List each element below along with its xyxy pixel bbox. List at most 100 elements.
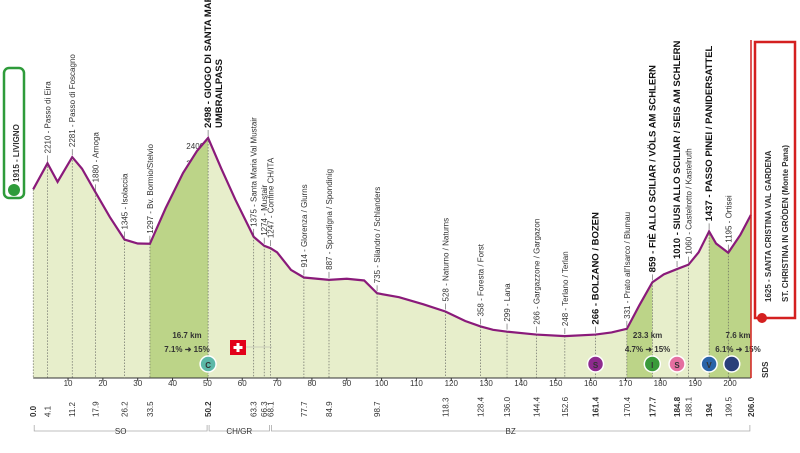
profile-area bbox=[33, 137, 751, 378]
climb-length: 23.3 km bbox=[633, 331, 662, 340]
x-tick-label: 170 bbox=[619, 379, 633, 388]
x-tick-label: 160 bbox=[584, 379, 598, 388]
waypoint-km: 170.4 bbox=[623, 396, 632, 417]
waypoint-km: 128.4 bbox=[477, 396, 486, 417]
waypoint-km: 118.3 bbox=[441, 397, 450, 417]
waypoint-km: 98.7 bbox=[373, 401, 382, 417]
finish-icon bbox=[757, 313, 767, 323]
x-tick-label: 90 bbox=[342, 379, 351, 388]
waypoint-label: UMBRAILPASS bbox=[214, 59, 225, 128]
finish-label: ST. CHRISTINA IN GRÖDEN (Monte Pana) bbox=[781, 145, 790, 302]
waypoint-label: 2498 - GIOGO DI SANTA MARIA bbox=[203, 0, 214, 128]
waypoint-km: 33.5 bbox=[146, 401, 155, 417]
marker-letter: C bbox=[205, 361, 211, 370]
climb-area bbox=[149, 137, 209, 378]
climb-gradient: 7.1% ➜ 15% bbox=[164, 345, 209, 354]
waypoint-km: 177.7 bbox=[648, 396, 657, 417]
waypoint-label: 331 - Prato all'Isarco / Blumau bbox=[623, 212, 632, 319]
marker-letter: S bbox=[593, 361, 599, 370]
waypoint-km: 188.1 bbox=[685, 396, 694, 417]
waypoint-label: 1010 - SIUSI ALLO SCILIAR / SEIS AM SCHL… bbox=[672, 41, 683, 259]
region-label: SO bbox=[115, 427, 127, 436]
x-tick-label: 180 bbox=[654, 379, 668, 388]
waypoint-km: 161.4 bbox=[592, 396, 601, 417]
brand: SDS bbox=[761, 361, 770, 378]
waypoint-label: 248 - Terlano / Terlan bbox=[561, 251, 570, 326]
waypoint-km: 206.0 bbox=[747, 396, 756, 417]
waypoint-km: 4.1 bbox=[43, 405, 52, 417]
x-tick-label: 30 bbox=[133, 379, 142, 388]
region-bracket bbox=[208, 425, 270, 432]
category-marker bbox=[643, 355, 662, 373]
finish-box bbox=[753, 40, 797, 320]
waypoint-label: 887 - Spondigna / Spondinig bbox=[325, 169, 334, 270]
start-label: 1915 - LIVIGNO bbox=[12, 124, 21, 182]
waypoint-km: 63.3 bbox=[250, 401, 259, 417]
y-tick-label: 2400 bbox=[186, 142, 204, 151]
x-tick-label: 20 bbox=[98, 379, 107, 388]
marker-letter: V bbox=[706, 361, 712, 370]
region-bracket bbox=[33, 425, 208, 432]
waypoint-label: 1247 - Confine CH/ITA bbox=[266, 157, 275, 238]
waypoint-km: 152.6 bbox=[561, 396, 570, 417]
region-bracket bbox=[271, 425, 751, 432]
climb-gradient: 6.1% ➜ 15% bbox=[715, 345, 760, 354]
x-tick-label: 40 bbox=[168, 379, 177, 388]
category-marker bbox=[199, 355, 217, 373]
waypoint-km: 0.0 bbox=[29, 405, 38, 417]
waypoint-label: 1437 - PASSO PINEI / PANIDERSATTEL bbox=[704, 45, 715, 221]
waypoint-label: 1060 - Castelrotto / Kastelruth bbox=[685, 148, 694, 254]
waypoint-km: 17.9 bbox=[92, 401, 101, 417]
region-label: BZ bbox=[506, 427, 516, 436]
waypoint-label: 1345 - Isolaccia bbox=[120, 173, 129, 230]
x-tick-label: 130 bbox=[479, 379, 493, 388]
waypoint-km: 66.3 bbox=[260, 401, 269, 417]
waypoint-label: 2210 - Passo di Eira bbox=[43, 81, 52, 154]
waypoint-km: 26.2 bbox=[120, 401, 129, 417]
waypoint-km: 199.5 bbox=[724, 396, 733, 417]
marker-letter: I bbox=[651, 361, 653, 370]
category-marker bbox=[722, 355, 741, 373]
waypoint-label: 299 - Lana bbox=[503, 283, 512, 322]
finish-label: 1625 - SANTA CRISTINA VAL GARDENA bbox=[764, 150, 773, 302]
x-tick-label: 70 bbox=[273, 379, 282, 388]
waypoint-label: 2281 - Passo di Foscagno bbox=[68, 54, 77, 147]
x-tick-label: 120 bbox=[445, 379, 459, 388]
x-tick-label: 100 bbox=[375, 379, 389, 388]
waypoint-label: 1880 - Arnoga bbox=[92, 132, 101, 183]
waypoint-label: 1274 - Mustair bbox=[260, 184, 269, 235]
waypoint-km: 77.7 bbox=[300, 401, 309, 417]
x-tick-label: 50 bbox=[203, 379, 212, 388]
marker-letter: S bbox=[674, 361, 680, 370]
plot: 2004006008001000120014001600180020002200… bbox=[2, 0, 797, 436]
x-tick-label: 190 bbox=[688, 379, 702, 388]
climb-area bbox=[709, 214, 751, 378]
profile-line bbox=[32, 135, 752, 338]
swiss-flag bbox=[230, 340, 272, 355]
waypoint-label: 1297 - Bv. Bormio/Stelvio bbox=[146, 144, 155, 234]
waypoint-km: 84.9 bbox=[325, 401, 334, 417]
waypoint-label: 528 - Naturno / Naturns bbox=[441, 218, 450, 302]
waypoint-km: 184.8 bbox=[673, 396, 682, 417]
waypoint-label: 266 - BOLZANO / BOZEN bbox=[591, 212, 602, 325]
start-icon bbox=[8, 184, 20, 196]
region-label: CH/GR bbox=[226, 427, 252, 436]
waypoint-km: 144.4 bbox=[532, 396, 541, 417]
x-tick-label: 60 bbox=[238, 379, 247, 388]
waypoint-km: 11.2 bbox=[68, 401, 77, 417]
waypoint-label: 735 - Silandro / Schlanders bbox=[373, 187, 382, 284]
x-tick-label: 200 bbox=[723, 379, 737, 388]
waypoint-label: 859 - FIÈ ALLO SCILIAR / VÖLS AM SCHLERN bbox=[647, 65, 658, 272]
climb-area bbox=[626, 282, 653, 378]
waypoint-km: 68.1 bbox=[266, 401, 275, 417]
waypoint-km: 136.0 bbox=[503, 396, 512, 417]
climb-length: 7.6 km bbox=[726, 331, 751, 340]
waypoint-label: 358 - Foresta / Forst bbox=[477, 243, 486, 316]
x-tick-label: 10 bbox=[64, 379, 73, 388]
waypoint-label: 266 - Gargazzone / Gargazon bbox=[532, 219, 541, 325]
x-tick-label: 110 bbox=[410, 379, 423, 388]
waypoint-km: 50.2 bbox=[204, 401, 213, 417]
category-marker bbox=[668, 355, 686, 373]
x-tick-label: 80 bbox=[307, 379, 316, 388]
